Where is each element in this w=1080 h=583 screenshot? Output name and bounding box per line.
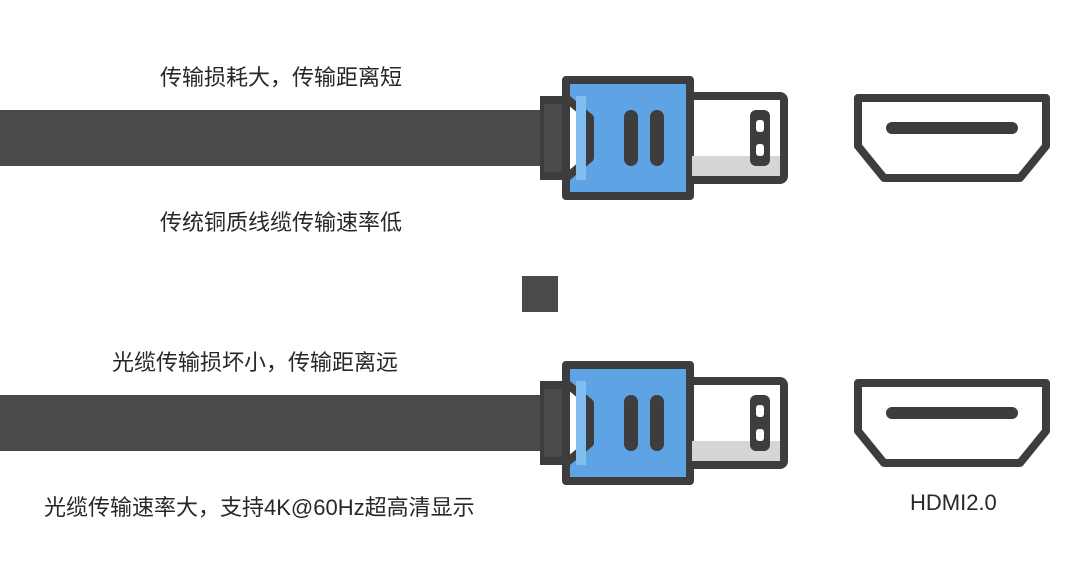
hdmi-port-icon-2 — [852, 377, 1052, 469]
label-row2-above: 光缆传输损坏小，传输距离远 — [112, 345, 398, 377]
cable-bar-1 — [0, 110, 555, 166]
cable-bar-2 — [0, 395, 555, 451]
hdmi-connector-icon-2 — [540, 361, 820, 485]
label-row1-below: 传统铜质线缆传输速率低 — [160, 205, 402, 237]
separator-square — [522, 276, 558, 312]
label-row1-above: 传输损耗大，传输距离短 — [160, 60, 402, 92]
label-row2-below: 光缆传输速率大，支持4K@60Hz超高清显示 — [44, 490, 475, 522]
hdmi-port-icon-1 — [852, 92, 1052, 184]
port-label: HDMI2.0 — [910, 490, 997, 516]
hdmi-connector-icon-1 — [540, 76, 820, 200]
